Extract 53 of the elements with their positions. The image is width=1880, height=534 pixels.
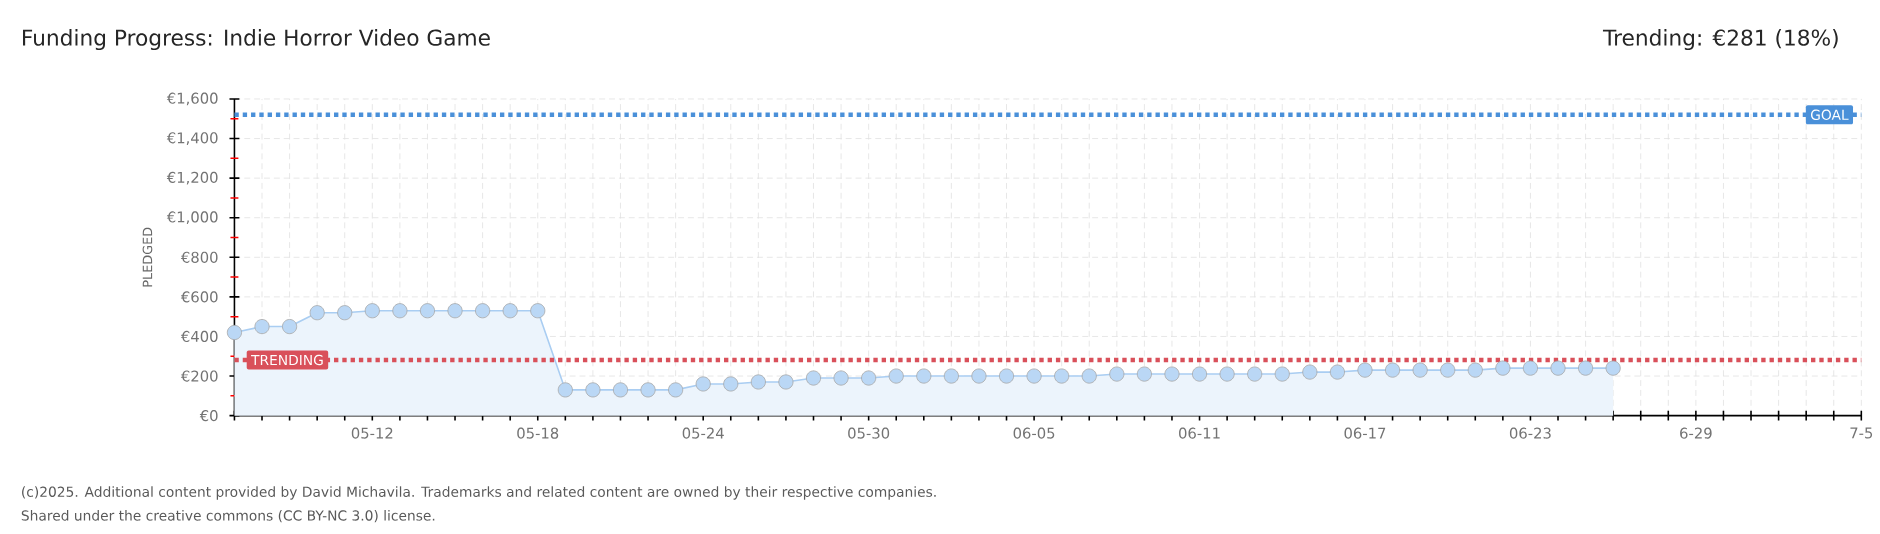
- point: [1192, 366, 1208, 382]
- point: [861, 370, 877, 386]
- point: [1550, 360, 1566, 376]
- point: [1440, 362, 1456, 378]
- point: [998, 368, 1015, 384]
- point: [888, 368, 904, 384]
- point: [1302, 364, 1318, 380]
- point: [530, 303, 546, 319]
- point: [1109, 366, 1125, 382]
- point: [1026, 368, 1042, 384]
- point: [1247, 366, 1263, 382]
- point: [254, 318, 270, 334]
- point: [1329, 364, 1345, 380]
- point: [1605, 360, 1621, 376]
- point: [392, 303, 408, 319]
- point: [1054, 368, 1070, 384]
- point: [1578, 360, 1594, 376]
- point: [778, 374, 794, 390]
- point: [337, 304, 353, 321]
- text: Trending: €281 (18%): [1602, 28, 1838, 50]
- chart-title: Funding Progress: Indie Horror Video Game: [23, 28, 490, 50]
- point: [226, 324, 242, 340]
- point: [723, 376, 739, 392]
- point: [502, 303, 518, 319]
- point: [833, 370, 849, 386]
- point: [971, 368, 987, 384]
- point: [282, 318, 298, 334]
- point: [1164, 366, 1180, 382]
- point: [612, 382, 628, 398]
- point: [943, 368, 959, 384]
- point: [364, 303, 380, 319]
- point: [1385, 362, 1401, 378]
- point: [1467, 362, 1483, 378]
- point: [557, 382, 573, 398]
- point: [1219, 366, 1235, 382]
- point: [447, 303, 463, 319]
- point: [1522, 360, 1538, 376]
- point: [1357, 362, 1373, 378]
- point: [1412, 362, 1428, 378]
- point: [1274, 366, 1290, 382]
- point: [1081, 368, 1097, 384]
- point: [1136, 366, 1152, 382]
- point: [309, 304, 325, 321]
- point: [695, 376, 711, 392]
- point: [668, 382, 684, 398]
- point: [419, 303, 435, 319]
- point: [1495, 360, 1511, 376]
- point: [916, 368, 932, 384]
- point: [585, 382, 601, 398]
- point: [640, 382, 656, 398]
- point: [805, 370, 822, 386]
- point: [750, 374, 766, 390]
- point: [475, 303, 491, 319]
